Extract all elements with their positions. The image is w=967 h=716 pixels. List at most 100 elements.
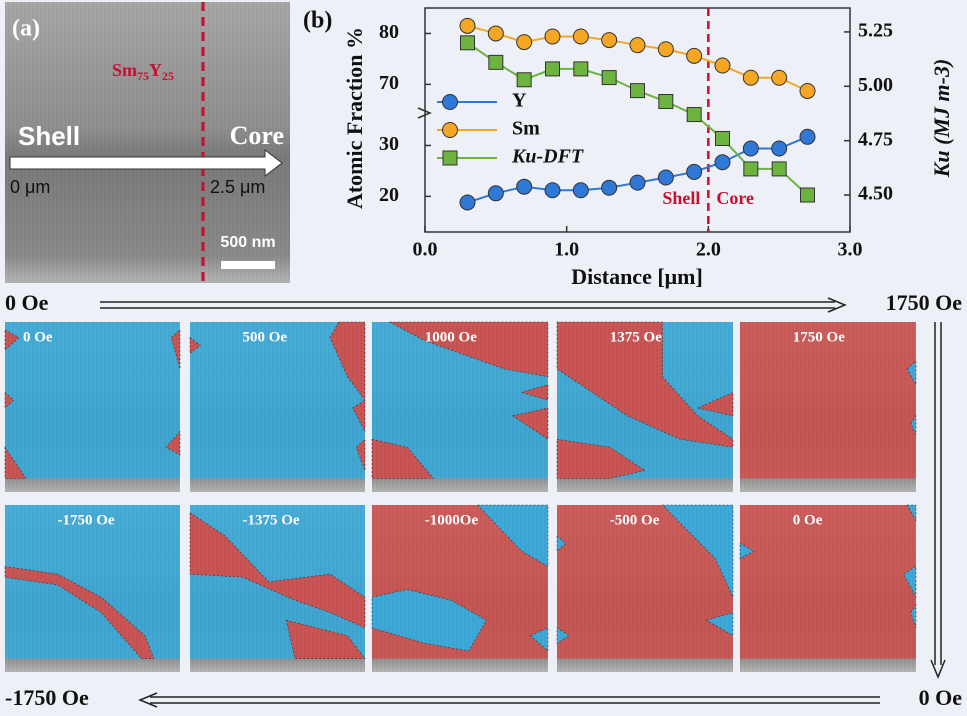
- texture: [5, 505, 180, 672]
- marker: [799, 82, 816, 99]
- scale-label: 500 nm: [220, 234, 275, 251]
- y-tick-label: 20: [379, 184, 399, 206]
- y-tick-label: 80: [379, 21, 399, 43]
- marker: [572, 182, 589, 199]
- annotation: Shell: [662, 188, 700, 208]
- y-tick-label: 30: [379, 133, 399, 155]
- shell-label: Shell: [18, 121, 80, 151]
- formula: Sm75Y25: [112, 60, 174, 83]
- marker: [545, 61, 560, 77]
- end-label: 2.5 μm: [210, 177, 265, 197]
- panel-label: (a): [12, 16, 40, 42]
- marker: [715, 130, 730, 146]
- marker: [714, 57, 731, 74]
- marker: [629, 174, 646, 191]
- texture: [190, 505, 365, 672]
- marker: [516, 72, 532, 88]
- y-tick-label: 70: [379, 72, 399, 94]
- sweep-arrow: [930, 322, 946, 679]
- y2-tick-label: 5.00: [858, 74, 893, 96]
- y2-tick-label: 4.50: [858, 183, 893, 205]
- marker: [629, 37, 646, 54]
- marker: [544, 182, 561, 199]
- marker: [516, 34, 533, 51]
- y2-tick-label: 4.75: [858, 128, 893, 150]
- y2-tick-label: 5.25: [858, 20, 893, 42]
- formula-part: 25: [162, 69, 174, 83]
- field-label: -1375 Oe: [243, 512, 300, 528]
- marker: [487, 185, 504, 202]
- marker: [460, 35, 475, 51]
- marker: [658, 94, 674, 110]
- field-label: -1750 Oe: [58, 512, 115, 528]
- sweep-arrow: [138, 692, 880, 708]
- core-label: Core: [230, 121, 284, 150]
- texture: [5, 322, 180, 492]
- texture: [740, 322, 916, 492]
- field-label: 0 Oe: [23, 329, 53, 345]
- marker: [459, 17, 476, 34]
- marker: [572, 28, 589, 45]
- marker: [686, 163, 703, 180]
- marker: [799, 128, 816, 145]
- marker: [544, 28, 561, 45]
- y-axis-title: Atomic Fraction %: [342, 27, 367, 209]
- marker: [742, 69, 759, 86]
- texture: [372, 322, 548, 492]
- panel-label: (b): [303, 8, 332, 34]
- y2-axis-title: Ku (MJ m-3): [929, 59, 954, 179]
- formula-part: Y: [149, 60, 162, 80]
- marker: [743, 161, 759, 177]
- marker: [771, 69, 788, 86]
- marker: [714, 154, 731, 171]
- field-label: 1375 Oe: [610, 329, 662, 345]
- field-label: 1750 Oe: [793, 329, 845, 345]
- field-label: -500 Oe: [610, 512, 660, 528]
- formula-part: Sm: [112, 60, 137, 80]
- plot-frame: [424, 7, 851, 233]
- marker: [686, 47, 703, 64]
- scale-bar: [221, 261, 275, 269]
- marker: [630, 83, 645, 99]
- sweep-end: 0 Oe: [919, 685, 963, 710]
- marker: [459, 194, 476, 211]
- field-label: 0 Oe: [793, 512, 823, 528]
- marker: [487, 25, 504, 42]
- sweep-arrow: [100, 297, 847, 313]
- texture: [5, 2, 290, 283]
- x-tick-label: 2.0: [696, 239, 721, 261]
- legend-label: Sm: [512, 118, 540, 140]
- x-tick-label: 1.0: [554, 239, 579, 261]
- marker: [488, 54, 504, 70]
- legend-marker: [442, 94, 458, 110]
- x-tick-label: 3.0: [838, 239, 863, 261]
- marker: [516, 178, 533, 195]
- marker: [601, 70, 617, 86]
- field-label: -1000Oe: [425, 512, 479, 528]
- sweep-end: 1750 Oe: [886, 290, 963, 315]
- axis-break: [417, 107, 432, 119]
- legend-marker: [442, 150, 458, 166]
- x-tick-label: 0.0: [413, 239, 438, 261]
- marker: [771, 161, 787, 177]
- legend-label: Y: [512, 90, 527, 112]
- sweep-start: -1750 Oe: [5, 685, 89, 710]
- texture: [372, 505, 548, 672]
- start-label: 0 μm: [10, 177, 50, 197]
- legend-label: Ku-DFT: [511, 146, 584, 168]
- field-label: 500 Oe: [243, 329, 288, 345]
- texture: [557, 322, 733, 492]
- x-axis-title: Distance [μm]: [571, 264, 703, 289]
- marker: [800, 187, 815, 203]
- annotation: Core: [716, 188, 754, 208]
- formula-part: 75: [137, 69, 149, 83]
- marker: [573, 61, 589, 77]
- marker: [657, 169, 674, 186]
- field-label: 1000 Oe: [425, 329, 477, 345]
- texture: [190, 322, 365, 492]
- legend-marker: [442, 122, 458, 138]
- sweep-start: 0 Oe: [5, 290, 49, 315]
- marker: [601, 179, 618, 196]
